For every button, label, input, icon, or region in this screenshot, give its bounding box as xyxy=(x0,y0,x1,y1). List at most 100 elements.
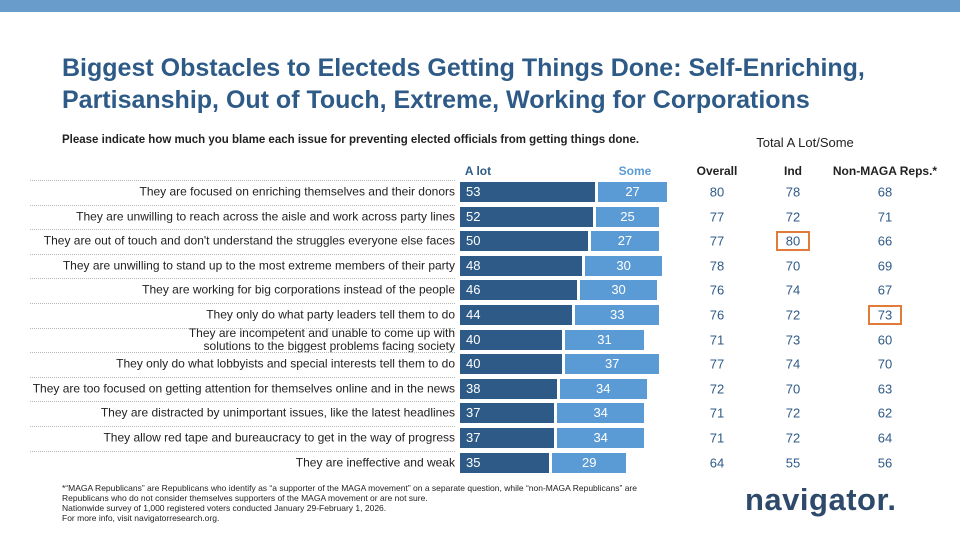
table-cell: 72 xyxy=(785,430,801,446)
category-label: They are focused on enriching themselves… xyxy=(139,184,455,199)
column-header: Overall xyxy=(696,164,738,178)
table-cell: 78 xyxy=(709,258,725,274)
separator xyxy=(30,278,455,280)
bar xyxy=(460,206,593,227)
bar xyxy=(590,231,660,252)
separator xyxy=(30,204,455,206)
table-cell: 74 xyxy=(785,282,801,298)
table-cell: 67 xyxy=(877,282,893,298)
highlight-box xyxy=(776,231,810,252)
bar-label: 34 xyxy=(596,380,611,396)
table-cell: 69 xyxy=(877,258,893,274)
bar-label: 33 xyxy=(610,307,625,322)
table-cell: 77 xyxy=(709,209,725,225)
bar-label: 37 xyxy=(466,405,481,421)
table-title: Total A Lot/Some xyxy=(756,135,854,150)
bar-label: 48 xyxy=(466,257,481,273)
bar xyxy=(460,403,555,424)
table-cell: 74 xyxy=(785,356,801,372)
bar-label: 27 xyxy=(617,233,633,249)
table-cell: 77 xyxy=(709,233,725,249)
bar xyxy=(460,452,550,473)
bar-label: 53 xyxy=(466,184,481,199)
separator xyxy=(30,376,455,378)
table-cell: 64 xyxy=(877,430,893,446)
table-cell: 80 xyxy=(709,184,725,200)
bar xyxy=(598,182,667,202)
bar xyxy=(460,182,596,202)
category-label: They are too focused on getting attentio… xyxy=(32,381,455,396)
table-cell: 60 xyxy=(877,332,893,348)
bar-label: 40 xyxy=(466,331,481,347)
table-cell: 80 xyxy=(785,233,801,249)
table-cell: 76 xyxy=(709,282,725,298)
table-cell: 72 xyxy=(785,405,801,421)
bar xyxy=(460,305,573,325)
category-label: They are distracted by unimportant issue… xyxy=(100,405,455,420)
column-header: Ind xyxy=(784,164,802,178)
table-cell: 62 xyxy=(877,405,893,421)
bar xyxy=(460,231,588,252)
bar xyxy=(460,255,583,276)
legend-label: Some xyxy=(618,164,652,178)
category-label: They are ineffective and weak xyxy=(295,455,455,470)
category-label: They allow red tape and bureaucracy to g… xyxy=(103,430,455,445)
category-label: They are unwilling to reach across the a… xyxy=(76,209,455,224)
table-cell: 72 xyxy=(785,307,801,323)
table-cell: 68 xyxy=(877,184,893,200)
highlight-box xyxy=(868,305,902,325)
bar xyxy=(460,378,557,399)
bar-label: 52 xyxy=(466,208,481,224)
category-label: They only do what lobbyists and special … xyxy=(116,356,455,371)
separator xyxy=(30,253,455,255)
footnote: For more info, visit navigatorresearch.o… xyxy=(62,513,220,523)
column-header: Non-MAGA Reps.* xyxy=(832,164,938,178)
title: Biggest Obstacles to Electeds Getting Th… xyxy=(62,54,865,82)
bar xyxy=(552,452,627,473)
bar xyxy=(460,280,578,301)
bar-label: 50 xyxy=(466,233,481,249)
separator xyxy=(30,303,455,304)
category-label: They are unwilling to stand up to the mo… xyxy=(62,258,455,273)
legend-label: A lot xyxy=(464,164,492,178)
bar xyxy=(580,280,657,301)
bar xyxy=(565,329,645,350)
table-cell: 72 xyxy=(709,381,725,397)
table-cell: 77 xyxy=(709,356,725,372)
table-cell: 71 xyxy=(877,209,893,225)
bar-label: 40 xyxy=(466,356,481,372)
bar-label: 35 xyxy=(466,454,481,470)
bar-label: 34 xyxy=(593,430,608,445)
bar-label: 29 xyxy=(581,454,597,470)
category-label: They only do what party leaders tell the… xyxy=(206,307,455,322)
separator xyxy=(30,450,455,452)
bar-label: 38 xyxy=(466,380,481,396)
separator xyxy=(30,352,455,354)
subtitle: Please indicate how much you blame each … xyxy=(62,134,640,146)
table-cell: 64 xyxy=(709,455,725,471)
bar xyxy=(575,305,660,325)
separator xyxy=(30,401,455,403)
table-cell: 71 xyxy=(709,332,725,348)
separator xyxy=(30,229,455,231)
bar-label: 25 xyxy=(620,208,635,224)
table-cell: 78 xyxy=(785,184,801,200)
table-cell: 55 xyxy=(785,455,801,471)
bar xyxy=(565,354,660,375)
table-cell: 66 xyxy=(877,233,893,249)
bar xyxy=(460,354,562,375)
bar xyxy=(595,206,660,227)
separator xyxy=(30,426,455,427)
table-cell: 71 xyxy=(709,430,725,446)
footnote: Republicans who do not consider themselv… xyxy=(62,493,428,503)
separator xyxy=(30,180,455,181)
bar xyxy=(585,255,662,276)
table-cell: 70 xyxy=(785,258,801,274)
bar-label: 30 xyxy=(611,282,626,298)
table-cell: 73 xyxy=(785,332,801,348)
bar-label: 34 xyxy=(593,405,608,421)
table-cell: 70 xyxy=(877,356,893,372)
footnote: Nationwide survey of 1,000 registered vo… xyxy=(62,503,387,513)
bar-label: 30 xyxy=(616,257,631,273)
